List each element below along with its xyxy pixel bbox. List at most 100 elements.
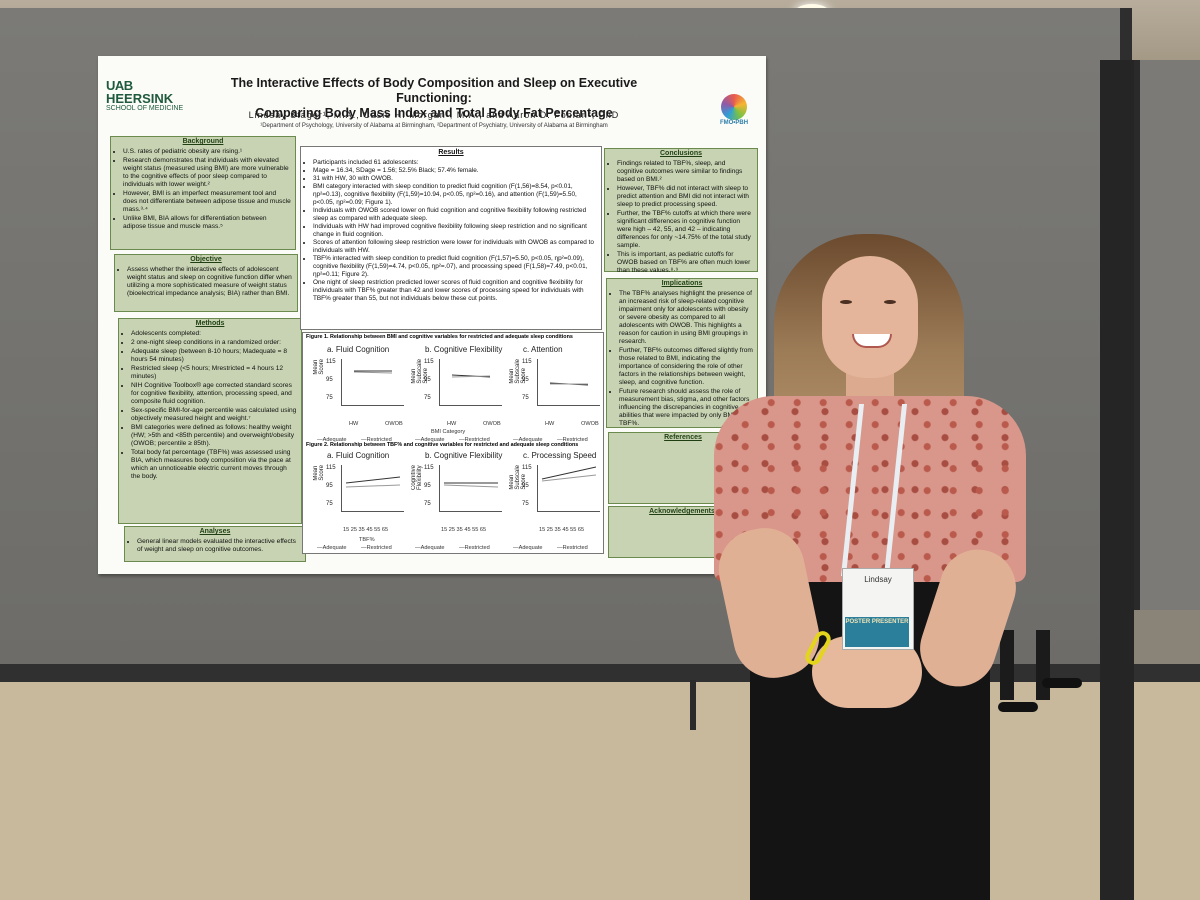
panel-title: b. Cognitive Flexibility [425,345,503,354]
results-list: Participants included 61 adolescents:Mag… [305,159,597,303]
y-tick: 95 [424,483,431,489]
figure-panel: b. Cognitive Flexibility Mean Subscale Sc… [411,345,507,406]
poster-affiliation: ¹Department of Psychology, University of… [260,123,608,129]
poster-board-right [1132,60,1200,610]
panel-title: c. Processing Speed [523,451,597,460]
background-list: U.S. rates of pediatric obesity are risi… [115,148,291,231]
figure-panel: c. Processing Speed Mean Subscale Score 11… [509,451,605,512]
bullet-item: BMI categories were defined as follows: … [131,424,297,448]
poster-title: The Interactive Effects of Body Composit… [194,76,674,121]
x-axis-label: TBF% [359,537,375,543]
bullet-item: This is important, as pediatric cutoffs … [617,251,753,275]
bullet-item: Participants included 61 adolescents: [313,159,597,167]
bullet-item: BMI category interacted with sleep condi… [313,183,597,207]
results-section: Results Participants included 61 adolesc… [300,146,602,330]
methods-section: Methods Adolescents completed:2 one-nigh… [118,318,302,524]
x-tick: HW [447,421,457,427]
panel-title: c. Attention [523,345,563,354]
bullet-item: Research demonstrates that individuals w… [123,157,291,189]
brain-icon [721,94,747,120]
panel-title: a. Fluid Cognition [327,345,390,354]
figures-area: Figure 1. Relationship between BMI and c… [302,332,604,554]
title-line-2: Comparing Body Mass Index and Total Body… [255,106,613,120]
bullet-item: Further, the TBF% cutoffs at which there… [617,210,753,250]
x-tick-row: 15 25 35 45 55 65 [343,527,389,533]
restricted-line [345,484,401,488]
bullet-item: Unlike BMI, BIA allows for differentiati… [123,215,291,231]
y-tick: 75 [424,501,431,507]
y-tick: 95 [522,483,529,489]
legend-restricted: —Restricted [361,545,392,551]
bullet-item: Adolescents completed: [131,330,297,338]
name-badge-ribbon: POSTER PRESENTER [845,617,909,647]
methods-heading: Methods [195,320,225,327]
x-tick-row: 15 25 35 45 55 65 [441,527,487,533]
bullet-item: Future research should assess the role o… [619,388,753,428]
board-stand [690,680,756,730]
background-heading: Background [182,138,224,145]
legend-restricted: —Restricted [459,437,490,443]
y-tick: 75 [522,501,529,507]
restricted-line [451,375,491,378]
figure-panel: c. Attention Mean Subscale Score 115 95 75 [509,345,605,406]
legend-restricted: —Restricted [557,545,588,551]
bullet-item: Assess whether the interactive effects o… [127,266,293,298]
bullet-item: 31 with HW, 30 with OWOB. [313,175,597,183]
y-tick: 115 [522,465,532,471]
conclusions-list: Findings related to TBF%, sleep, and cog… [609,160,753,275]
restricted-line [541,474,597,482]
x-tick-row: 15 25 35 45 55 65 [539,527,585,533]
bullet-item: Sex-specific BMI-for-age percentile was … [131,407,297,423]
analyses-list: General linear models evaluated the inte… [129,538,301,554]
legend-adequate: —Adequate [317,545,347,551]
x-tick: HW [349,421,359,427]
references-heading: References [664,434,702,441]
panel-title: a. Fluid Cognition [327,451,390,460]
y-axis-label: Mean Score [313,464,325,481]
logo-uab: UAB [106,78,133,93]
poster-authors: Lindsay Stager¹, M.A., Casie H. Morgan¹,… [248,110,620,120]
legend-restricted: —Restricted [459,545,490,551]
title-line-1: The Interactive Effects of Body Composit… [230,76,638,105]
lab-badge: FMO•PBH [716,94,752,140]
name-badge: Lindsay POSTER PRESENTER [842,568,914,650]
figure1: a. Fluid Cognition Mean Score 115 95 75 b. Co… [303,341,605,443]
bullet-item: General linear models evaluated the inte… [137,538,301,554]
x-tick: OWOB [483,421,501,427]
legend-adequate: —Adequate [317,437,347,443]
restricted-line [353,371,393,374]
y-tick: 95 [326,377,333,383]
y-axis-label: Cognitive Flexibility [411,465,423,491]
panel-lines [549,382,589,386]
research-poster: UAB HEERSINK SCHOOL OF MEDICINE FMO•PBH … [98,56,766,574]
panel-title: b. Cognitive Flexibility [425,451,503,460]
presenter-face [822,256,918,378]
x-tick: OWOB [385,421,403,427]
implications-heading: Implications [661,280,703,287]
panel-axes [537,465,600,512]
figure2-caption: Figure 2. Relationship between TBF% and … [306,442,579,448]
figure-panel: a. Fluid Cognition Mean Score 115 95 75 [313,345,409,406]
bullet-item: Scores of attention following sleep rest… [313,239,597,255]
bullet-item: Further, TBF% outcomes differed slightly… [619,347,753,387]
x-tick: HW [545,421,555,427]
legend-adequate: —Adequate [513,437,543,443]
panel-axes [341,465,404,512]
y-tick: 115 [326,359,336,365]
methods-list: Adolescents completed:2 one-night sleep … [123,330,297,481]
y-tick: 75 [424,395,431,401]
y-tick: 115 [326,465,336,471]
y-tick: 95 [326,483,333,489]
bullet-item: However, TBF% did not interact with slee… [617,185,753,209]
adequate-line [345,476,401,484]
conclusions-section: Conclusions Findings related to TBF%, sl… [604,148,758,275]
y-tick: 75 [326,395,333,401]
conclusions-heading: Conclusions [659,150,702,157]
panel-lines [353,370,393,374]
board-pole [1100,60,1134,900]
bullet-item: Mage = 16.34, SDage = 1.56; 52.5% Black;… [313,167,597,175]
bullet-item: U.S. rates of pediatric obesity are risi… [123,148,291,156]
figure2: a. Fluid Cognition Mean Score 115 95 75 b. Co… [303,451,603,551]
implications-list: The TBF% analyses highlight the presence… [611,290,753,428]
objective-list: Assess whether the interactive effects o… [119,266,293,298]
